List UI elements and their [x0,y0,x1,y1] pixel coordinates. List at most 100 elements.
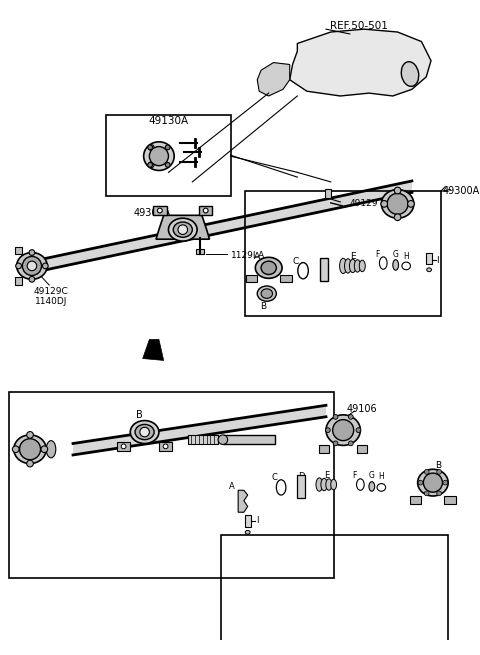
Ellipse shape [168,218,197,241]
Ellipse shape [348,415,353,419]
Ellipse shape [261,289,273,299]
Bar [188,435,218,445]
Ellipse shape [135,424,154,440]
Ellipse shape [163,444,168,449]
Text: F: F [352,472,357,481]
Ellipse shape [427,268,432,272]
Text: G: G [369,472,375,481]
Ellipse shape [418,469,448,496]
Ellipse shape [130,421,159,443]
Polygon shape [15,247,23,254]
Ellipse shape [408,200,414,207]
Ellipse shape [424,470,429,474]
Ellipse shape [401,62,419,86]
Ellipse shape [218,435,228,445]
Text: I: I [256,516,259,525]
Text: 49129: 49129 [350,199,378,208]
Ellipse shape [339,258,347,274]
Ellipse shape [41,446,48,453]
Text: D: D [298,472,304,481]
Text: C: C [272,474,277,482]
Polygon shape [156,215,209,239]
Ellipse shape [173,222,192,237]
Ellipse shape [17,253,47,279]
Bar [223,435,276,445]
Ellipse shape [437,491,442,496]
Bar [221,535,448,648]
Ellipse shape [27,261,36,271]
Bar [107,115,230,196]
Ellipse shape [345,259,351,273]
Ellipse shape [326,479,332,491]
Text: A: A [254,252,260,261]
Text: 1129LA: 1129LA [230,251,265,260]
Bar [325,189,331,198]
Polygon shape [73,405,326,455]
Ellipse shape [424,491,429,496]
Polygon shape [117,441,130,451]
Polygon shape [358,445,367,453]
Text: C: C [292,257,299,266]
Ellipse shape [369,481,375,491]
Ellipse shape [20,439,40,460]
Polygon shape [199,206,212,215]
Ellipse shape [348,441,353,446]
Bar [196,249,204,254]
Ellipse shape [333,441,338,446]
Polygon shape [143,339,164,360]
Text: B: B [136,410,143,420]
Ellipse shape [333,420,354,441]
Ellipse shape [148,162,153,167]
Text: F: F [375,250,380,259]
Ellipse shape [394,214,401,221]
Ellipse shape [423,473,443,492]
Ellipse shape [140,427,149,437]
Ellipse shape [42,263,48,269]
Ellipse shape [393,260,398,271]
Bar [245,191,441,316]
Ellipse shape [12,446,19,453]
Text: 49106: 49106 [347,404,378,414]
Text: 49300A: 49300A [443,187,480,196]
Ellipse shape [326,415,360,445]
Ellipse shape [349,259,356,272]
Polygon shape [410,496,421,504]
Polygon shape [153,206,167,215]
Ellipse shape [418,480,423,485]
Ellipse shape [165,162,170,167]
Ellipse shape [359,260,365,272]
Bar [320,258,328,281]
Text: I: I [436,255,439,265]
Ellipse shape [257,286,276,301]
Ellipse shape [255,257,282,278]
Ellipse shape [27,460,34,467]
Text: 1140DJ: 1140DJ [35,297,67,306]
Polygon shape [280,276,292,282]
Polygon shape [15,277,23,285]
Ellipse shape [165,145,170,150]
Ellipse shape [333,415,338,419]
Ellipse shape [245,531,250,534]
Bar [297,475,305,498]
Ellipse shape [29,250,35,255]
Polygon shape [246,276,257,282]
Ellipse shape [144,142,174,170]
Ellipse shape [261,261,276,274]
Text: D: D [321,257,327,267]
Ellipse shape [321,478,327,491]
Text: B: B [434,461,441,470]
Ellipse shape [157,208,162,213]
Ellipse shape [27,432,34,438]
Bar [245,515,251,527]
Text: 49300A: 49300A [133,208,171,218]
Polygon shape [238,491,248,512]
Ellipse shape [23,256,41,276]
Text: E: E [324,470,330,479]
Ellipse shape [443,480,448,485]
Polygon shape [159,441,172,451]
Text: G: G [393,250,398,259]
Ellipse shape [16,263,22,269]
Ellipse shape [382,189,414,218]
Text: B: B [260,301,266,310]
Polygon shape [28,181,412,274]
